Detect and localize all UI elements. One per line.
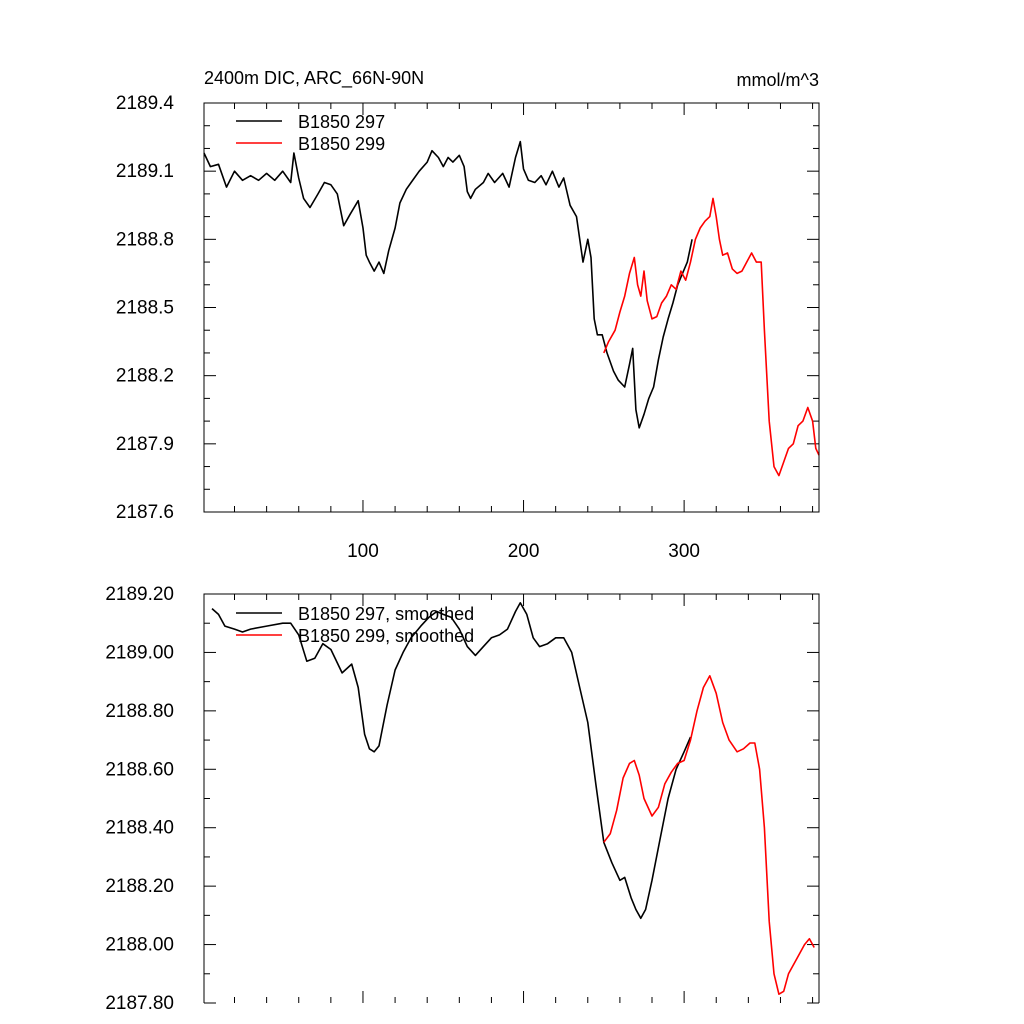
x-tick-label: 100 — [347, 541, 379, 562]
series-line — [203, 140, 693, 429]
units-label: mmol/m^3 — [737, 70, 819, 90]
bottom-series-lines — [211, 602, 815, 995]
y-tick-label: 2189.00 — [105, 642, 174, 663]
legend-label: B1850 297 — [298, 112, 385, 132]
series-line — [603, 675, 815, 995]
bottom-plot-frame — [203, 593, 820, 1003]
bottom-panel: 2187.80 2188.00 2188.20 2188.40 2188.60 2188.… — [105, 584, 820, 1014]
y-tick-label: 2188.20 — [105, 876, 174, 897]
bottom-y-tick-labels: 2187.80 2188.00 2188.20 2188.40 2188.60 2188.… — [105, 584, 174, 1014]
series-line — [211, 602, 692, 920]
y-tick-label: 2188.00 — [105, 935, 174, 956]
x-tick-label: 300 — [668, 541, 700, 562]
y-tick-label: 2188.5 — [116, 298, 174, 319]
y-tick-label: 2188.80 — [105, 701, 174, 722]
top-series-lines — [203, 140, 820, 477]
legend-label: B1850 299, smoothed — [298, 626, 474, 646]
y-tick-label: 2187.80 — [105, 993, 174, 1014]
y-tick-label: 2187.6 — [116, 502, 174, 523]
series-line — [603, 197, 820, 477]
y-tick-label: 2187.9 — [116, 434, 174, 455]
chart-title: 2400m DIC, ARC_66N-90N — [204, 68, 424, 89]
top-y-tick-labels: 2187.6 2187.9 2188.2 2188.5 2188.8 2189.1 2189… — [116, 93, 175, 523]
top-x-tick-labels: 100 200 300 — [347, 541, 700, 562]
y-tick-label: 2188.8 — [116, 229, 174, 250]
y-tick-label: 2189.1 — [116, 161, 174, 182]
y-tick-label: 2188.40 — [105, 818, 174, 839]
y-tick-label: 2189.4 — [116, 93, 175, 114]
y-tick-label: 2188.2 — [116, 366, 174, 387]
x-tick-label: 200 — [508, 541, 540, 562]
legend-label: B1850 297, smoothed — [298, 604, 474, 624]
top-panel: 2400m DIC, ARC_66N-90N mmol/m^3 2187.621… — [116, 68, 820, 562]
legend-label: B1850 299 — [298, 134, 385, 154]
top-plot-frame — [203, 102, 820, 513]
bottom-axes-ticks — [204, 593, 819, 1004]
y-tick-label: 2189.20 — [105, 584, 174, 605]
y-tick-label: 2188.60 — [105, 759, 174, 780]
